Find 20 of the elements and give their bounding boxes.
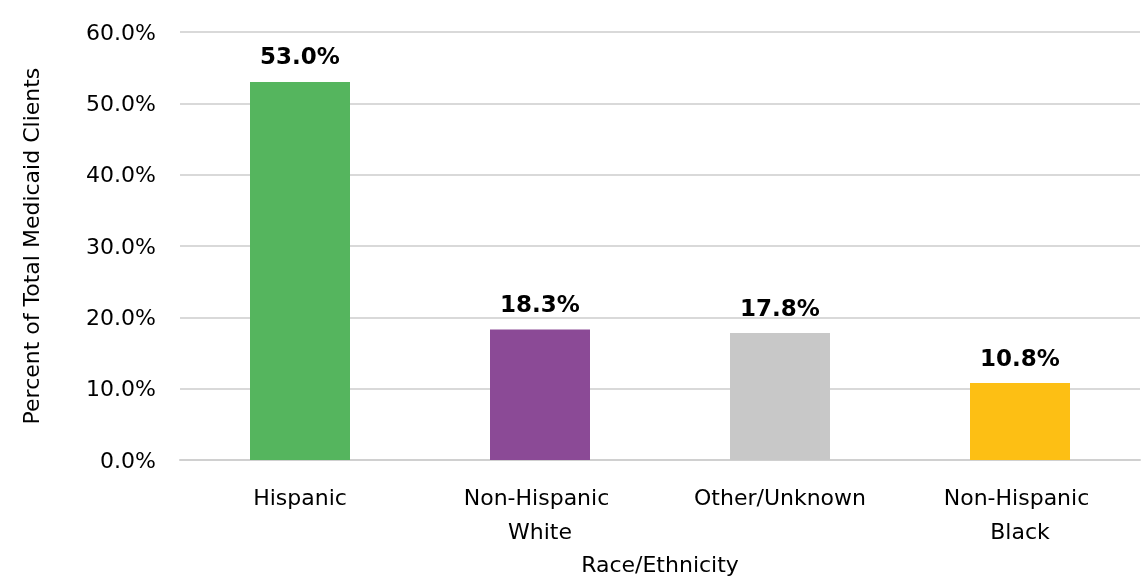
data-label: 18.3% — [500, 291, 580, 318]
y-tick-label: 60.0% — [86, 19, 156, 45]
x-tick-label: Non-Hispanic Black — [943, 484, 1097, 544]
data-label: 17.8% — [740, 294, 820, 321]
x-tick-label: Hispanic — [253, 484, 347, 510]
y-tick-label: 50.0% — [86, 90, 156, 116]
y-tick-label: 20.0% — [86, 304, 156, 330]
y-tick-label: 10.0% — [86, 376, 156, 402]
bar — [490, 329, 590, 461]
bar — [250, 81, 350, 461]
x-axis-title: Race/Ethnicity — [581, 551, 739, 577]
data-label: 53.0% — [260, 43, 340, 70]
y-axis-title: Percent of Total Medicaid Clients — [18, 67, 44, 425]
y-tick-label: 0.0% — [100, 447, 156, 473]
data-label: 10.8% — [980, 344, 1060, 371]
x-tick-label: Non-Hispanic White — [463, 484, 617, 544]
y-tick-label: 40.0% — [86, 162, 156, 188]
y-tick-label: 30.0% — [86, 233, 156, 259]
x-tick-label: Other/Unknown — [693, 484, 867, 510]
bar — [970, 383, 1070, 461]
